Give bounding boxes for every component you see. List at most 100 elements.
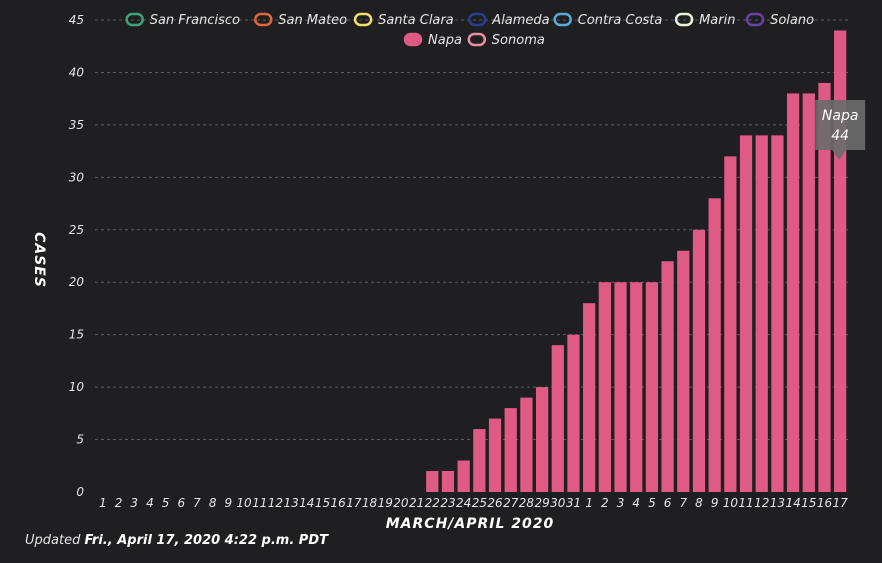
x-tick-label: 9 — [711, 496, 719, 510]
bar[interactable] — [426, 471, 439, 492]
bar-tooltip: Napa 44 — [815, 100, 866, 160]
bar[interactable] — [692, 229, 706, 492]
tooltip-series: Napa — [822, 108, 859, 124]
y-tick-label: 0 — [76, 485, 84, 499]
x-tick-label: 9 — [225, 496, 233, 510]
x-tick-label: 26 — [487, 496, 503, 510]
x-tick-label: 23 — [440, 496, 455, 510]
legend-swatch — [468, 12, 487, 27]
bar[interactable] — [473, 429, 486, 492]
legend-item[interactable]: Sonoma — [467, 32, 545, 48]
bar[interactable] — [630, 282, 643, 492]
bar[interactable] — [567, 334, 580, 492]
x-tick-label: 3 — [130, 496, 138, 510]
bar[interactable] — [708, 198, 721, 493]
legend-item[interactable]: Napa — [403, 32, 462, 48]
bar[interactable] — [488, 418, 502, 492]
x-tick-label: 3 — [617, 496, 625, 510]
x-tick-label: 16 — [331, 496, 347, 510]
x-tick-label: 28 — [519, 496, 535, 510]
updated-timestamp: Updated Fri., April 17, 2020 4:22 p.m. P… — [25, 533, 328, 548]
bar[interactable] — [786, 93, 800, 492]
y-tick-label: 45 — [69, 13, 84, 27]
x-tick-label: 25 — [472, 496, 487, 510]
bar[interactable] — [755, 135, 768, 492]
tooltip-value: 44 — [831, 128, 849, 144]
x-axis-ticks: 1 2 3 4 5 6 7 8 9 10 11 12 13 14 15 16 17 18 19 20 21 22 23 24 2… — [99, 496, 848, 510]
legend-item[interactable]: San Francisco — [125, 12, 240, 28]
bar[interactable] — [818, 82, 831, 492]
bar[interactable] — [771, 135, 784, 492]
y-tick-label: 5 — [76, 433, 84, 447]
bar[interactable] — [739, 135, 753, 492]
x-tick-label: 31 — [566, 496, 581, 510]
bar[interactable] — [598, 282, 611, 492]
legend-label: San Francisco — [150, 13, 240, 28]
x-tick-label: 21 — [409, 496, 424, 510]
updated-prefix: Updated — [25, 533, 81, 548]
y-tick-label: 40 — [69, 65, 85, 79]
x-tick-label: 29 — [534, 496, 549, 510]
x-tick-label: 24 — [456, 496, 471, 510]
bar[interactable] — [520, 397, 533, 492]
x-tick-label: 12 — [754, 496, 769, 510]
y-tick-label: 25 — [69, 223, 84, 237]
bar[interactable] — [504, 408, 517, 492]
legend-swatch — [125, 12, 144, 27]
x-tick-label: 5 — [162, 496, 170, 510]
x-axis-title: MARCH/APRIL 2020 — [386, 516, 555, 532]
x-tick-label: 2 — [601, 496, 609, 510]
legend-item[interactable]: Alameda — [468, 12, 550, 28]
x-tick-label: 17 — [833, 496, 849, 510]
bar[interactable] — [441, 471, 455, 492]
x-tick-label: 1 — [99, 496, 107, 510]
y-tick-label: 35 — [69, 118, 84, 132]
x-tick-label: 1 — [585, 496, 593, 510]
legend-item[interactable]: San Mateo — [254, 12, 347, 28]
legend-label: Sonoma — [492, 33, 545, 48]
tooltip-box — [815, 100, 866, 160]
x-tick-label: 17 — [346, 496, 362, 510]
legend-label: Alameda — [491, 13, 549, 28]
x-tick-label: 13 — [770, 496, 785, 510]
bar[interactable] — [551, 345, 564, 492]
legend-swatch — [674, 12, 694, 27]
bar[interactable] — [535, 387, 549, 492]
x-tick-label: 14 — [299, 496, 314, 510]
bar[interactable] — [583, 303, 596, 492]
legend-swatch — [553, 12, 572, 27]
x-tick-label: 14 — [785, 496, 800, 510]
bar[interactable] — [834, 30, 847, 492]
legend-item[interactable]: Marin — [674, 12, 735, 28]
legend-label: Santa Clara — [378, 13, 454, 28]
bar[interactable] — [677, 250, 690, 492]
x-tick-label: 4 — [632, 496, 640, 510]
x-tick-label: 5 — [648, 496, 656, 510]
legend-item[interactable]: Contra Costa — [553, 12, 663, 28]
y-tick-label: 15 — [69, 328, 84, 342]
legend-swatch — [745, 12, 765, 27]
bar[interactable] — [724, 156, 737, 492]
legend-swatch — [254, 12, 273, 27]
y-tick-label: 10 — [69, 380, 85, 394]
bar[interactable] — [614, 282, 627, 492]
bar[interactable] — [645, 282, 659, 492]
y-tick-label: 20 — [69, 275, 85, 289]
x-tick-label: 7 — [679, 496, 687, 510]
bars[interactable] — [426, 30, 847, 493]
x-tick-label: 13 — [283, 496, 298, 510]
legend-item[interactable]: Santa Clara — [353, 12, 454, 28]
legend-swatch — [467, 32, 487, 47]
bar[interactable] — [661, 261, 674, 492]
x-tick-label: 19 — [378, 496, 393, 510]
x-tick-label: 6 — [664, 496, 672, 510]
legend-swatch — [353, 12, 373, 27]
bar[interactable] — [802, 93, 815, 492]
legend-item[interactable]: Solano — [745, 12, 814, 28]
bar[interactable] — [457, 460, 470, 492]
legend-label: San Mateo — [278, 13, 347, 28]
legend[interactable]: San Francisco San Mateo Santa Clara Alameda… — [125, 12, 814, 48]
x-tick-label: 27 — [503, 496, 519, 510]
x-tick-label: 18 — [362, 496, 378, 510]
